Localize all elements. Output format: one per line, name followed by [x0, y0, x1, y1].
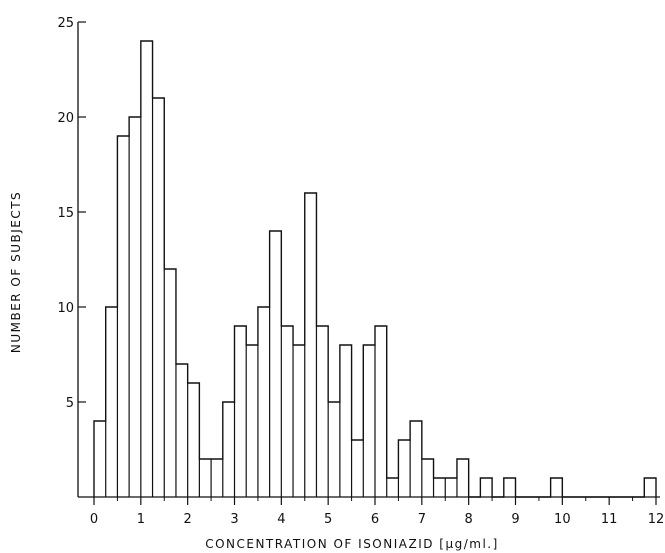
x-tick-label: 0 [90, 512, 98, 527]
histogram-bar [644, 478, 656, 497]
histogram-bar [176, 364, 188, 497]
histogram-bar [375, 326, 387, 497]
histogram-bar [281, 326, 293, 497]
histogram-bar [352, 440, 364, 497]
histogram-bar [164, 269, 176, 497]
histogram-bar [328, 402, 340, 497]
y-axis-title: NUMBER OF SUBJECTS [9, 191, 23, 353]
x-tick-label: 8 [465, 512, 473, 527]
x-tick-label: 6 [371, 512, 379, 527]
histogram-bar [363, 345, 375, 497]
x-tick-label: 2 [184, 512, 192, 527]
histogram-bar [258, 307, 270, 497]
histogram-bar [141, 41, 153, 497]
histogram-bar [188, 383, 200, 497]
x-axis-title: CONCENTRATION OF ISONIAZID [µg/ml.] [205, 537, 499, 551]
x-tick-label: 1 [137, 512, 145, 527]
histogram-bar [117, 136, 129, 497]
histogram-bar [422, 459, 434, 497]
histogram-bar [457, 459, 469, 497]
y-tick-label: 25 [57, 16, 74, 31]
x-tick-label: 11 [601, 512, 618, 527]
y-tick-label: 20 [57, 111, 74, 126]
y-tick-label: 5 [66, 396, 74, 411]
histogram-bar [480, 478, 492, 497]
y-ticks: 5 10 15 20 25 [57, 16, 86, 411]
histogram-bars [94, 41, 656, 497]
histogram-bar [199, 459, 211, 497]
histogram-bar [223, 402, 235, 497]
x-tick-label: 3 [230, 512, 238, 527]
histogram-bar [293, 345, 305, 497]
histogram-bar [551, 478, 563, 497]
histogram-bar [398, 440, 410, 497]
histogram-bar [445, 478, 457, 497]
y-tick-label: 15 [57, 206, 74, 221]
histogram-outline [93, 40, 657, 498]
histogram-bar [340, 345, 352, 497]
histogram-bar [387, 478, 399, 497]
histogram-bar [211, 459, 223, 497]
histogram-bar [270, 231, 282, 497]
x-tick-label: 12 [648, 512, 665, 527]
histogram-bar [316, 326, 328, 497]
x-tick-label: 7 [418, 512, 426, 527]
histogram-bar [153, 98, 165, 497]
x-tick-label: 10 [554, 512, 571, 527]
histogram-bar [94, 421, 106, 497]
histogram-bar [305, 193, 317, 497]
y-tick-label: 10 [57, 301, 74, 316]
histogram-bar [410, 421, 422, 497]
histogram-bar [129, 117, 141, 497]
histogram-bar [106, 307, 118, 497]
histogram-bar [504, 478, 516, 497]
histogram-bar [434, 478, 446, 497]
x-tick-label: 5 [324, 512, 332, 527]
x-tick-label: 4 [277, 512, 285, 527]
x-ticks: 0 1 2 3 4 5 6 7 8 9 10 11 12 [90, 497, 664, 527]
x-tick-label: 9 [511, 512, 519, 527]
histogram-bar [246, 345, 258, 497]
histogram-bar [235, 326, 247, 497]
